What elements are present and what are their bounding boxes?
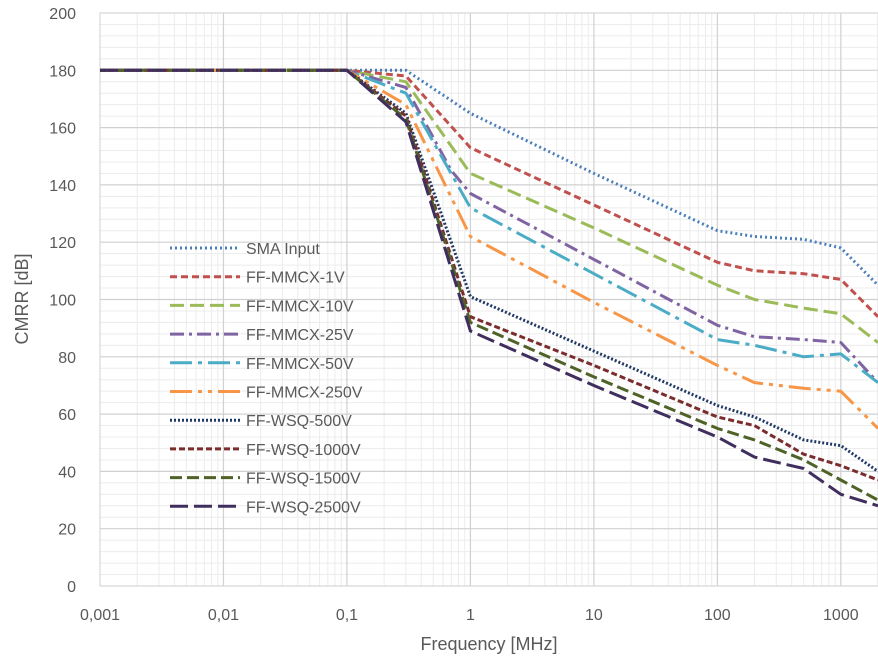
legend-label: SMA Input: [246, 241, 320, 258]
legend-label: FF-MMCX-50V: [246, 356, 354, 373]
y-tick-label: 60: [58, 407, 76, 424]
legend-label: FF-MMCX-250V: [246, 385, 363, 402]
legend-label: FF-MMCX-1V: [246, 270, 345, 287]
x-tick-label: 0,01: [208, 607, 239, 624]
x-tick-label: 0,1: [336, 607, 358, 624]
series-line: [100, 68, 878, 473]
legend-label: FF-WSQ-500V: [246, 413, 352, 430]
y-tick-label: 100: [49, 293, 76, 310]
x-axis-title: Frequency [MHz]: [420, 634, 557, 654]
y-axis-ticks: 0 20 40 60 80 100 120 140 160 180 200: [49, 6, 76, 596]
x-axis-ticks: 0,001 0,01 0,1 1 10 100 1000: [80, 607, 859, 624]
y-tick-label: 140: [49, 178, 76, 195]
x-tick-label: 100: [704, 607, 731, 624]
series-line: [100, 68, 878, 344]
series-line: [100, 68, 878, 430]
y-tick-label: 120: [49, 235, 76, 252]
series-line: [100, 68, 878, 287]
series-line: [100, 68, 878, 502]
x-tick-label: 10: [585, 607, 603, 624]
y-tick-label: 160: [49, 121, 76, 138]
series-layer: [100, 68, 878, 508]
series-line: [100, 68, 878, 318]
y-tick-label: 0: [67, 579, 76, 596]
x-tick-label: 0,001: [80, 607, 120, 624]
series-line: [100, 68, 878, 384]
legend-label: FF-WSQ-2500V: [246, 499, 361, 516]
legend-label: FF-WSQ-1000V: [246, 442, 361, 459]
series-line: [100, 68, 878, 482]
y-tick-label: 80: [58, 350, 76, 367]
legend-label: FF-MMCX-25V: [246, 327, 354, 344]
series-line: [100, 68, 878, 384]
y-tick-label: 40: [58, 464, 76, 481]
y-tick-label: 200: [49, 6, 76, 23]
y-tick-label: 20: [58, 522, 76, 539]
x-tick-label: 1000: [823, 607, 859, 624]
y-axis-title: CMRR [dB]: [12, 253, 32, 344]
legend-label: FF-WSQ-1500V: [246, 471, 361, 488]
legend: SMA Input FF-MMCX-1V FF-MMCX-10V FF-MMCX-25…: [170, 241, 363, 516]
x-tick-label: 1: [466, 607, 475, 624]
series-line: [100, 68, 878, 508]
plot-area-border: [99, 12, 878, 587]
legend-label: FF-MMCX-10V: [246, 298, 354, 315]
y-tick-label: 180: [49, 63, 76, 80]
